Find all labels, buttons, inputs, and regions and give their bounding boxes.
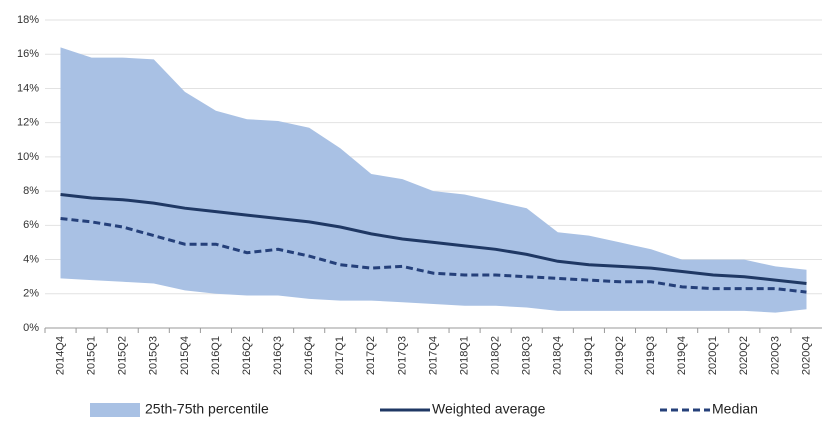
series-line: [60, 193, 807, 285]
x-tick-label: 2019Q1: [583, 336, 595, 375]
x-tick-label: 2019Q2: [614, 336, 626, 375]
x-tick-label: 2015Q2: [117, 336, 129, 375]
series-line: [60, 217, 807, 294]
x-tick-label: 2016Q2: [241, 336, 253, 375]
x-tick-label: 2018Q4: [552, 336, 564, 375]
legend-label: Weighted average: [432, 401, 546, 417]
legend-label: 25th-75th percentile: [145, 401, 269, 417]
y-tick-label: 14%: [17, 82, 39, 94]
y-tick-label: 8%: [23, 185, 39, 197]
y-tick-label: 16%: [17, 48, 39, 60]
x-tick-label: 2015Q1: [86, 336, 98, 375]
x-tick-label: 2015Q4: [179, 336, 191, 375]
x-tick-label: 2020Q3: [769, 336, 781, 375]
y-tick-label: 18%: [17, 14, 39, 26]
y-tick-label: 6%: [23, 219, 39, 231]
x-tick-label: 2017Q1: [334, 336, 346, 375]
x-tick-label: 2019Q4: [676, 336, 688, 375]
percentile-band: [60, 47, 807, 313]
x-tick-label: 2016Q3: [272, 336, 284, 375]
x-tick-label: 2020Q1: [707, 336, 719, 375]
y-tick-label: 0%: [23, 322, 39, 334]
x-tick-label: 2020Q4: [800, 336, 812, 375]
x-tick-label: 2016Q1: [210, 336, 222, 375]
x-tick-label: 2018Q2: [490, 336, 502, 375]
x-tick-label: 2018Q3: [521, 336, 533, 375]
x-tick-label: 2017Q2: [365, 336, 377, 375]
x-tick-label: 2014Q4: [54, 336, 66, 375]
legend-label: Median: [712, 401, 758, 417]
x-tick-label: 2015Q3: [148, 336, 160, 375]
legend-swatch: [90, 403, 140, 417]
y-tick-label: 12%: [17, 117, 39, 129]
x-tick-label: 2020Q2: [738, 336, 750, 375]
x-tick-label: 2016Q4: [303, 336, 315, 375]
y-tick-label: 2%: [23, 288, 39, 300]
y-tick-label: 4%: [23, 253, 39, 265]
x-tick-label: 2018Q1: [458, 336, 470, 375]
x-tick-label: 2019Q3: [645, 336, 657, 375]
y-tick-label: 10%: [17, 151, 39, 163]
x-tick-label: 2017Q3: [396, 336, 408, 375]
x-tick-label: 2017Q4: [427, 336, 439, 375]
